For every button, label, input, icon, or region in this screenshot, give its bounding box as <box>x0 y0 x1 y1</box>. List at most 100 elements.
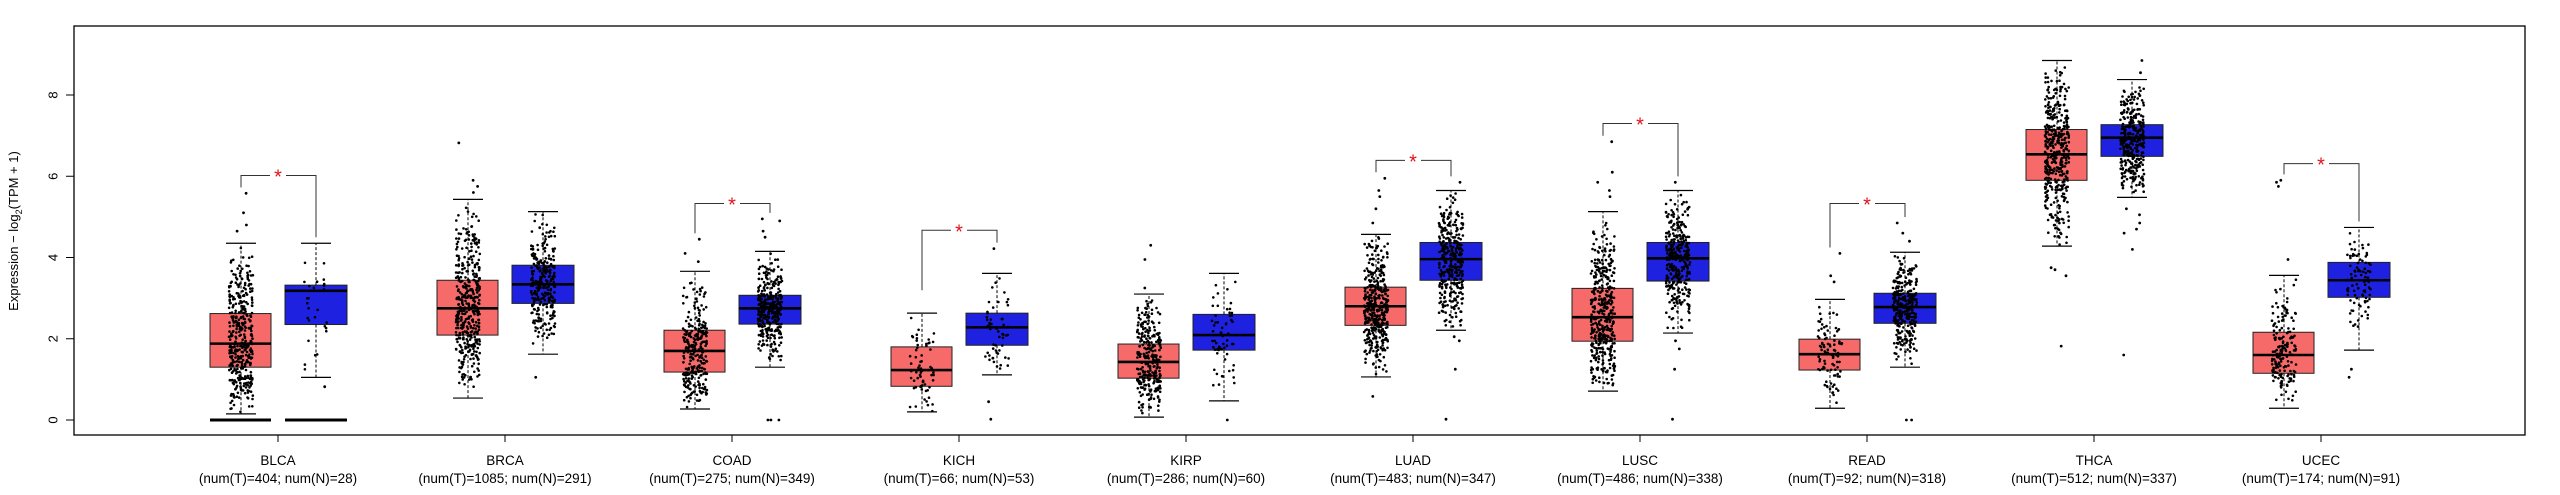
normal-box <box>284 242 348 422</box>
data-point <box>1915 279 1918 283</box>
data-point <box>1590 260 1594 263</box>
data-point <box>1597 302 1601 306</box>
data-point <box>315 353 319 356</box>
data-point <box>1670 307 1674 311</box>
data-point <box>775 278 779 281</box>
data-point <box>779 332 783 336</box>
data-point <box>1442 215 1446 219</box>
data-point <box>1589 272 1593 275</box>
data-point <box>1836 389 1840 392</box>
data-point <box>766 281 769 285</box>
data-point <box>1894 313 1898 316</box>
outlier-point <box>471 178 475 182</box>
data-point <box>549 287 553 291</box>
data-point <box>1150 299 1154 302</box>
data-point <box>532 252 535 255</box>
data-point <box>1818 344 1822 348</box>
data-point <box>1613 334 1616 338</box>
outlier-point <box>534 375 538 379</box>
data-point <box>1138 379 1141 383</box>
data-point <box>695 297 698 301</box>
data-point <box>2066 116 2070 120</box>
data-point <box>243 325 247 328</box>
data-point <box>476 330 480 333</box>
data-point <box>553 322 557 325</box>
data-point <box>230 315 233 319</box>
data-point <box>1454 223 1458 227</box>
data-point <box>1143 334 1146 337</box>
data-point <box>2138 183 2141 186</box>
data-point <box>1610 327 1613 331</box>
data-point <box>1593 307 1597 310</box>
data-point <box>1592 291 1595 294</box>
data-point <box>1148 337 1152 340</box>
data-point <box>1598 286 1601 289</box>
data-point <box>1600 301 1604 304</box>
data-point <box>227 335 231 339</box>
data-point <box>1158 375 1162 378</box>
data-point <box>545 231 548 234</box>
data-point <box>682 357 686 360</box>
data-point <box>246 384 250 387</box>
data-point <box>530 266 533 269</box>
data-point <box>1370 316 1374 320</box>
data-point <box>1592 231 1595 235</box>
data-point <box>1445 318 1448 322</box>
data-point <box>1667 254 1671 257</box>
data-point <box>548 298 551 302</box>
data-point <box>1680 202 1684 206</box>
data-point <box>780 322 783 326</box>
data-point <box>457 320 460 323</box>
data-point <box>234 273 237 277</box>
data-point <box>463 320 467 323</box>
data-point <box>1459 310 1462 313</box>
data-point <box>2062 156 2066 159</box>
data-point <box>454 271 458 274</box>
data-point <box>1667 213 1670 216</box>
data-point <box>1891 286 1895 290</box>
data-point <box>547 265 551 269</box>
data-point <box>687 322 691 326</box>
data-point <box>539 300 543 304</box>
data-point <box>2067 156 2071 160</box>
data-point <box>1598 328 1601 332</box>
data-point <box>1448 313 1452 317</box>
data-point <box>1225 344 1229 348</box>
data-point <box>472 254 475 258</box>
data-point <box>462 360 465 364</box>
data-point <box>547 291 550 295</box>
data-point <box>531 279 535 282</box>
data-point <box>1373 280 1376 283</box>
data-point <box>539 260 542 263</box>
data-point <box>1136 309 1139 312</box>
data-point <box>1687 241 1691 245</box>
data-point <box>1670 294 1674 298</box>
outlier-point <box>1908 239 1911 243</box>
data-point <box>1136 306 1140 310</box>
data-point <box>1460 222 1463 225</box>
data-point <box>234 319 238 323</box>
data-point <box>1613 369 1616 373</box>
data-point <box>1146 347 1149 351</box>
data-point <box>1683 299 1686 302</box>
data-point <box>2046 218 2050 222</box>
data-point <box>1233 381 1236 385</box>
data-point <box>529 290 533 294</box>
data-point <box>2135 157 2139 161</box>
data-point <box>541 222 544 226</box>
data-point <box>2064 156 2068 160</box>
data-point <box>1377 294 1380 298</box>
data-point <box>1150 341 1153 344</box>
data-point <box>240 360 243 364</box>
data-point <box>239 410 242 414</box>
data-point <box>239 310 243 313</box>
data-point <box>1455 284 1459 288</box>
data-point <box>684 319 688 323</box>
data-point <box>1608 362 1612 366</box>
data-point <box>242 293 246 297</box>
data-point <box>247 376 250 380</box>
data-point <box>1138 382 1141 385</box>
data-point <box>1600 284 1604 287</box>
data-point <box>249 340 253 343</box>
data-point <box>1219 331 1223 334</box>
